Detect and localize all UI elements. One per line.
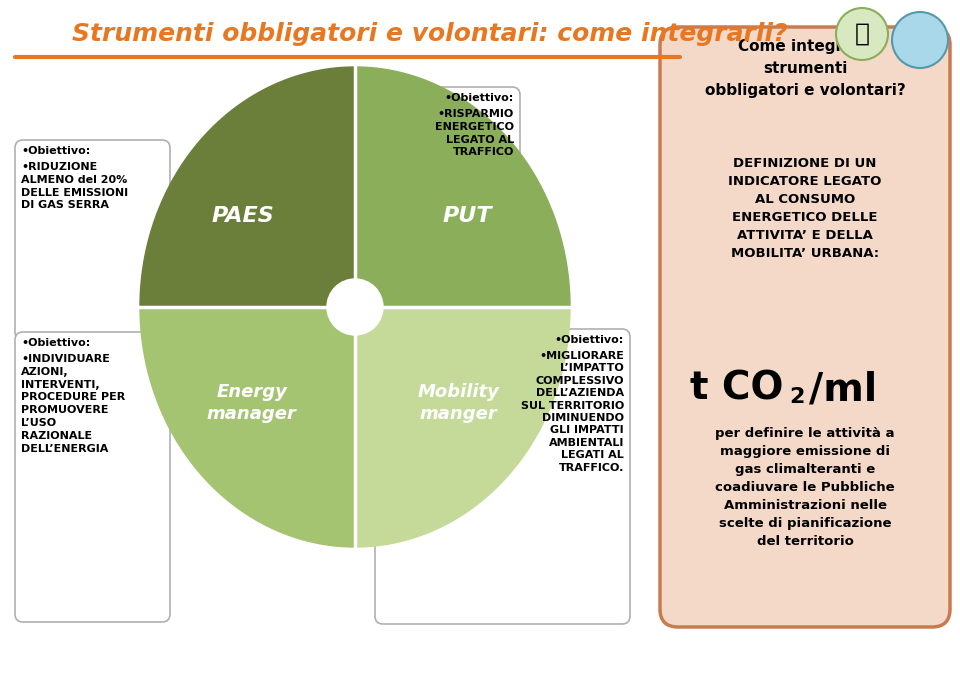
FancyBboxPatch shape — [15, 140, 170, 340]
Text: t CO: t CO — [689, 370, 783, 408]
Text: •MIGLIORARE
L’IMPATTO
COMPLESSIVO
DELL’AZIENDA
SUL TERRITORIO
DIMINUENDO
GLI IMP: •MIGLIORARE L’IMPATTO COMPLESSIVO DELL’A… — [520, 351, 624, 473]
Text: •Obiettivo:: •Obiettivo: — [21, 338, 90, 348]
Polygon shape — [140, 67, 355, 307]
Text: •Obiettivo:: •Obiettivo: — [21, 146, 90, 156]
Polygon shape — [140, 307, 355, 547]
Polygon shape — [355, 307, 570, 547]
Text: Come integrare
strumenti
obbligatori e volontari?: Come integrare strumenti obbligatori e v… — [705, 39, 905, 98]
Text: •RIDUZIONE
ALMENO del 20%
DELLE EMISSIONI
DI GAS SERRA: •RIDUZIONE ALMENO del 20% DELLE EMISSION… — [21, 162, 128, 210]
Text: PAES: PAES — [212, 206, 275, 226]
FancyBboxPatch shape — [375, 329, 630, 624]
Circle shape — [327, 279, 383, 335]
Text: DEFINIZIONE DI UN
INDICATORE LEGATO
AL CONSUMO
ENERGETICO DELLE
ATTIVITA’ E DELL: DEFINIZIONE DI UN INDICATORE LEGATO AL C… — [729, 157, 881, 260]
Text: Strumenti obbligatori e volontari: come integrarli?: Strumenti obbligatori e volontari: come … — [72, 22, 788, 46]
Text: Energy
manager: Energy manager — [206, 383, 297, 423]
Polygon shape — [355, 67, 570, 307]
Text: 🌳: 🌳 — [854, 22, 870, 46]
Text: •Obiettivo:: •Obiettivo: — [444, 93, 514, 103]
Ellipse shape — [892, 12, 948, 68]
Text: /ml: /ml — [809, 370, 877, 408]
Text: 2: 2 — [789, 387, 804, 407]
Text: Mobility
manger: Mobility manger — [418, 383, 499, 423]
Text: •INDIVIDUARE
AZIONI,
INTERVENTI,
PROCEDURE PER
PROMUOVERE
L’USO
RAZIONALE
DELL’E: •INDIVIDUARE AZIONI, INTERVENTI, PROCEDU… — [21, 354, 125, 453]
Text: PUT: PUT — [442, 206, 492, 226]
Text: •Obiettivo:: •Obiettivo: — [555, 335, 624, 345]
Text: per definire le attività a
maggiore emissione di
gas climalteranti e
coadiuvare : per definire le attività a maggiore emis… — [715, 427, 895, 548]
FancyBboxPatch shape — [15, 332, 170, 622]
FancyBboxPatch shape — [365, 87, 520, 277]
Ellipse shape — [836, 8, 888, 60]
Text: •RISPARMIO
ENERGETICO
LEGATO AL
TRAFFICO: •RISPARMIO ENERGETICO LEGATO AL TRAFFICO — [435, 109, 514, 157]
FancyBboxPatch shape — [660, 27, 950, 627]
